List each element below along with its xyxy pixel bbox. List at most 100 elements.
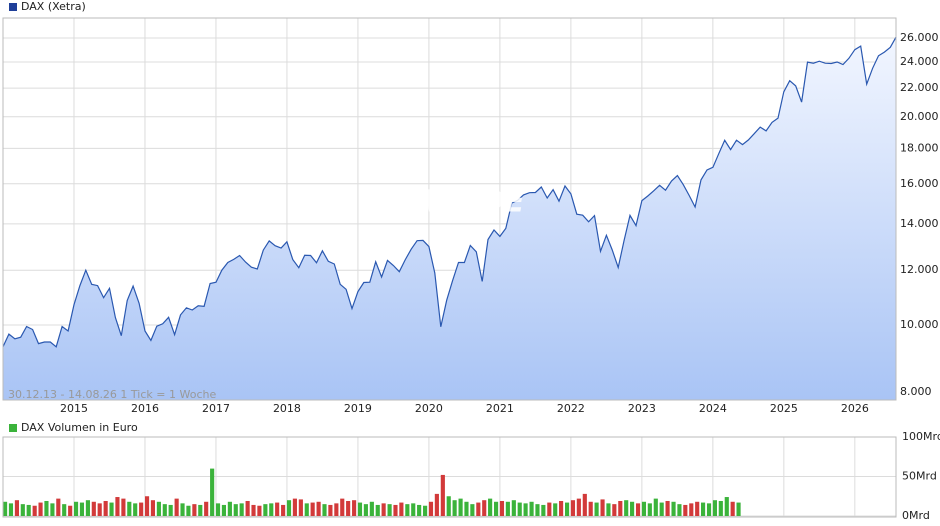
volume-bar bbox=[612, 504, 617, 516]
x-tick-label: 2021 bbox=[486, 402, 514, 415]
volume-bar bbox=[488, 498, 493, 516]
volume-bar bbox=[624, 500, 629, 516]
volume-bar bbox=[292, 498, 297, 516]
chart-title: DAX Volumen in Euro bbox=[21, 421, 138, 434]
volume-bar bbox=[239, 503, 244, 516]
volume-bar bbox=[79, 502, 85, 516]
volume-bar bbox=[695, 501, 700, 516]
volume-bar bbox=[38, 502, 43, 516]
volume-bar bbox=[547, 502, 552, 516]
volume-bar bbox=[298, 499, 303, 516]
y-tick-label: 20.000 bbox=[900, 110, 939, 123]
volume-bar bbox=[109, 502, 114, 516]
volume-bar bbox=[215, 503, 221, 516]
x-tick-label: 2025 bbox=[770, 402, 798, 415]
volume-bar bbox=[452, 500, 457, 516]
volume-bar bbox=[286, 500, 292, 516]
volume-bar bbox=[180, 503, 185, 516]
volume-bar bbox=[541, 504, 546, 516]
volume-bar bbox=[156, 501, 161, 516]
plot-frame bbox=[2, 436, 897, 518]
volume-bar bbox=[174, 498, 179, 516]
volume-bar bbox=[32, 505, 37, 516]
volume-bar bbox=[582, 493, 587, 516]
volume-bar bbox=[204, 501, 209, 516]
legend-swatch bbox=[9, 3, 17, 11]
y-tick-label: 0Mrd bbox=[902, 509, 930, 522]
volume-bar bbox=[494, 501, 499, 516]
x-tick-label: 2024 bbox=[699, 402, 727, 415]
volume-bar bbox=[357, 502, 363, 516]
volume-bar bbox=[635, 503, 641, 516]
volume-bar bbox=[121, 498, 126, 516]
volume-bar bbox=[369, 501, 374, 516]
x-tick-label: 2015 bbox=[60, 402, 88, 415]
volume-bar bbox=[464, 501, 469, 516]
volume-bar bbox=[44, 500, 49, 516]
x-tick-label: 2026 bbox=[841, 402, 869, 415]
volume-bar bbox=[523, 503, 528, 516]
volume-bar bbox=[375, 504, 380, 516]
x-tick-label: 2019 bbox=[344, 402, 372, 415]
watermark: ARIVA.DE bbox=[363, 185, 525, 220]
volume-bar bbox=[665, 500, 670, 516]
volume-bar bbox=[210, 468, 215, 516]
volume-bar bbox=[233, 504, 238, 516]
volume-bar bbox=[641, 501, 647, 516]
volume-bar bbox=[428, 501, 434, 516]
volume-bar bbox=[310, 502, 315, 516]
volume-bar bbox=[245, 500, 250, 516]
volume-bar bbox=[50, 503, 55, 516]
plot-frame bbox=[2, 17, 897, 401]
y-tick-label: 24.000 bbox=[900, 55, 939, 68]
volume-bar bbox=[470, 504, 475, 516]
volume-bar bbox=[133, 503, 138, 516]
volume-bar bbox=[618, 500, 623, 516]
x-tick-label: 2022 bbox=[557, 402, 585, 415]
volume-bar bbox=[600, 499, 605, 516]
volume-bar bbox=[328, 504, 333, 516]
volume-bar bbox=[393, 504, 398, 516]
y-tick-label: 14.000 bbox=[900, 217, 939, 230]
volume-bar bbox=[653, 498, 658, 516]
volume-bar bbox=[85, 500, 90, 516]
volume-bar bbox=[505, 501, 510, 516]
y-tick-label: 50Mrd bbox=[902, 470, 937, 483]
volume-bar bbox=[251, 504, 256, 516]
volume-bar bbox=[352, 500, 357, 516]
volume-bar bbox=[736, 502, 741, 516]
volume-bar bbox=[724, 497, 729, 516]
chart-title: DAX (Xetra) bbox=[21, 0, 86, 13]
volume-bar bbox=[186, 505, 191, 516]
y-tick-label: 22.000 bbox=[900, 81, 939, 94]
volume-bar bbox=[564, 502, 570, 516]
volume-bar bbox=[517, 502, 522, 516]
volume-bar bbox=[144, 496, 150, 516]
volume-bar bbox=[73, 501, 79, 516]
y-tick-label: 8.000 bbox=[900, 385, 932, 398]
y-tick-label: 12.000 bbox=[900, 263, 939, 276]
volume-bar bbox=[139, 502, 144, 516]
volume-bar bbox=[381, 503, 386, 516]
volume-bar bbox=[499, 500, 505, 516]
x-tick-label: 2017 bbox=[202, 402, 230, 415]
volume-bar bbox=[476, 502, 481, 516]
volume-bar bbox=[387, 504, 392, 516]
volume-bar bbox=[20, 504, 25, 516]
legend-swatch bbox=[9, 424, 17, 432]
volume-bar bbox=[647, 503, 652, 516]
volume-bar bbox=[570, 500, 576, 516]
volume-bar bbox=[62, 504, 67, 516]
volume-bar bbox=[482, 500, 487, 516]
volume-bar bbox=[257, 505, 262, 516]
volume-bar bbox=[14, 500, 19, 516]
volume-bar bbox=[346, 500, 351, 516]
volume-bar bbox=[281, 504, 286, 516]
volume-bar bbox=[340, 498, 345, 516]
volume-bar bbox=[405, 504, 410, 516]
volume-bar bbox=[399, 502, 404, 516]
y-tick-label: 18.000 bbox=[900, 141, 939, 154]
volume-bar bbox=[97, 503, 102, 516]
x-tick-label: 2020 bbox=[415, 402, 443, 415]
